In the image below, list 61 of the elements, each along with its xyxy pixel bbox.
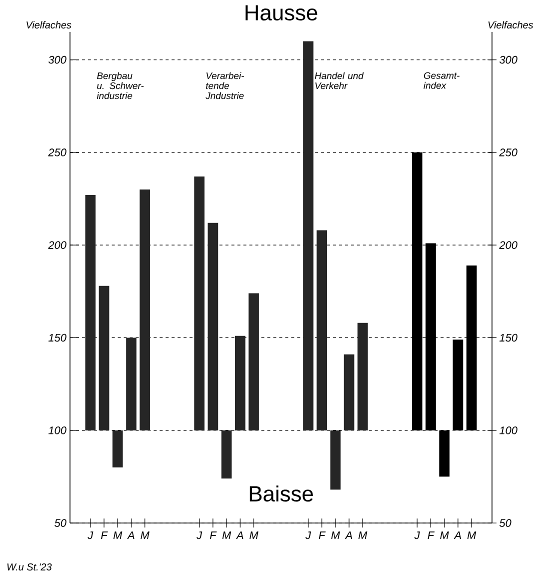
bar [426, 243, 436, 430]
x-tick-label: J [414, 531, 420, 540]
y-tick-label: 50 [54, 519, 66, 527]
x-tick-label: A [344, 531, 352, 540]
annotation: Baisse [250, 485, 313, 502]
x-tick-label: F [428, 531, 435, 540]
x-tick-label: M [250, 531, 258, 540]
bar [452, 340, 464, 430]
y2-tick-label: 300 [499, 56, 518, 64]
annotation: Handel und Verkehr [314, 72, 364, 90]
x-tick-label: A [127, 531, 134, 540]
x-tick-label: F [318, 531, 326, 540]
bar [208, 222, 218, 430]
y-tick-label: 200 [48, 241, 66, 249]
y2-tick-label: 200 [499, 241, 518, 249]
y2-tick-label: 250 [499, 148, 518, 156]
bar [98, 286, 110, 430]
x-tick-label: M [140, 531, 150, 540]
x-tick-label: M [331, 531, 340, 540]
x-tick-label: M [467, 531, 476, 540]
y2-axis-title: Vielfaches [488, 21, 534, 28]
x-tick-label: J [88, 531, 94, 540]
x-tick-label: M [358, 531, 368, 540]
bar [126, 338, 136, 430]
annotation: Verarbei-tende Jndustrie [206, 72, 244, 100]
x-tick-label: A [454, 531, 462, 540]
bar [85, 195, 96, 430]
y-axis-title: Vielfaches [26, 21, 72, 28]
text: W.u St.'23 [7, 563, 52, 570]
x-tick-label: A [236, 531, 244, 540]
x-tick-label: F [101, 531, 108, 540]
y2-tick-label: 50 [499, 519, 512, 527]
bar [140, 189, 150, 430]
bar [439, 430, 450, 477]
x-tick-label: M [222, 531, 232, 540]
y-tick-label: 250 [48, 148, 66, 156]
bar [344, 354, 354, 430]
y2-tick-label: 150 [499, 334, 518, 342]
annotation: Bergbau u. Schwer-industrie [96, 72, 144, 100]
bar [194, 176, 204, 430]
bar [221, 430, 232, 479]
bar [112, 430, 123, 468]
bar [234, 336, 246, 430]
bar [330, 430, 341, 490]
chart-title: Hausse [246, 5, 318, 21]
x-tick-label: M [440, 531, 449, 540]
bar [466, 265, 477, 430]
x-tick-label: J [305, 531, 312, 540]
x-tick-label: M [113, 531, 122, 540]
bar [412, 152, 422, 430]
y-tick-label: 150 [48, 334, 66, 342]
bar [303, 41, 314, 430]
y-tick-label: 100 [48, 426, 66, 434]
y-tick-label: 300 [48, 56, 66, 64]
annotation: Gesamt-index [424, 72, 460, 89]
y2-tick-label: 100 [499, 426, 518, 434]
bar [358, 322, 368, 430]
bar [248, 293, 259, 430]
bar [316, 230, 328, 430]
x-tick-label: J [196, 531, 202, 540]
x-tick-label: F [210, 531, 217, 540]
